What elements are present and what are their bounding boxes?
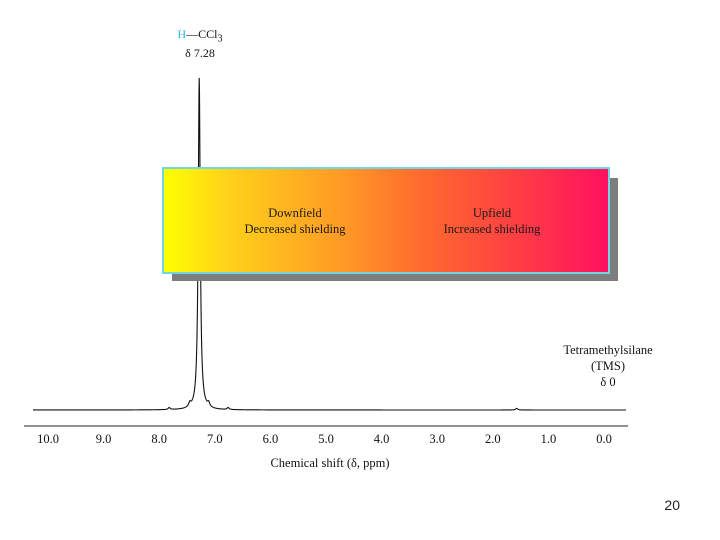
slide-number: 20 [664,497,680,513]
chloroform-peak-label: H—CCl3 δ 7.28 [160,27,240,61]
downfield-region: Downfield Decreased shielding [195,205,395,237]
x-tick-label: 7.0 [207,432,223,446]
downfield-title: Downfield [268,206,322,220]
upfield-subtitle: Increased shielding [443,222,541,236]
x-tick-label: 8.0 [151,432,167,446]
peak-compound-label: —CCl [186,27,218,41]
upfield-title: Upfield [472,206,512,220]
tms-reference-label: Tetramethylsilane (TMS) δ 0 [540,342,676,390]
x-tick-label: 4.0 [374,432,390,446]
spectrum-trace [33,77,626,411]
x-axis-title: Chemical shift (δ, ppm) [270,456,390,470]
peak-proton-label: H [177,27,187,41]
x-tick-label: 9.0 [96,432,112,446]
peak-compound-subscript: 3 [217,33,223,45]
shielding-gradient-box: Downfield Decreased shielding Upfield In… [162,167,610,274]
downfield-subtitle: Decreased shielding [244,222,346,236]
upfield-region: Upfield Increased shielding [392,205,592,237]
tms-name: Tetramethylsilane [563,343,653,357]
x-tick-label: 3.0 [429,432,445,446]
x-tick-labels: 10.0 9.0 8.0 7.0 6.0 5.0 4.0 3.0 2.0 1.0 0.0 [37,432,612,446]
x-tick-label: 1.0 [541,432,557,446]
x-tick-label: 2.0 [485,432,501,446]
x-tick-label: 6.0 [263,432,279,446]
x-tick-label: 10.0 [37,432,59,446]
x-tick-label: 5.0 [318,432,334,446]
peak-shift-label: δ 7.28 [185,46,215,61]
tms-shift: δ 0 [600,375,616,389]
tms-abbrev: (TMS) [590,359,626,373]
x-tick-label: 0.0 [596,432,612,446]
